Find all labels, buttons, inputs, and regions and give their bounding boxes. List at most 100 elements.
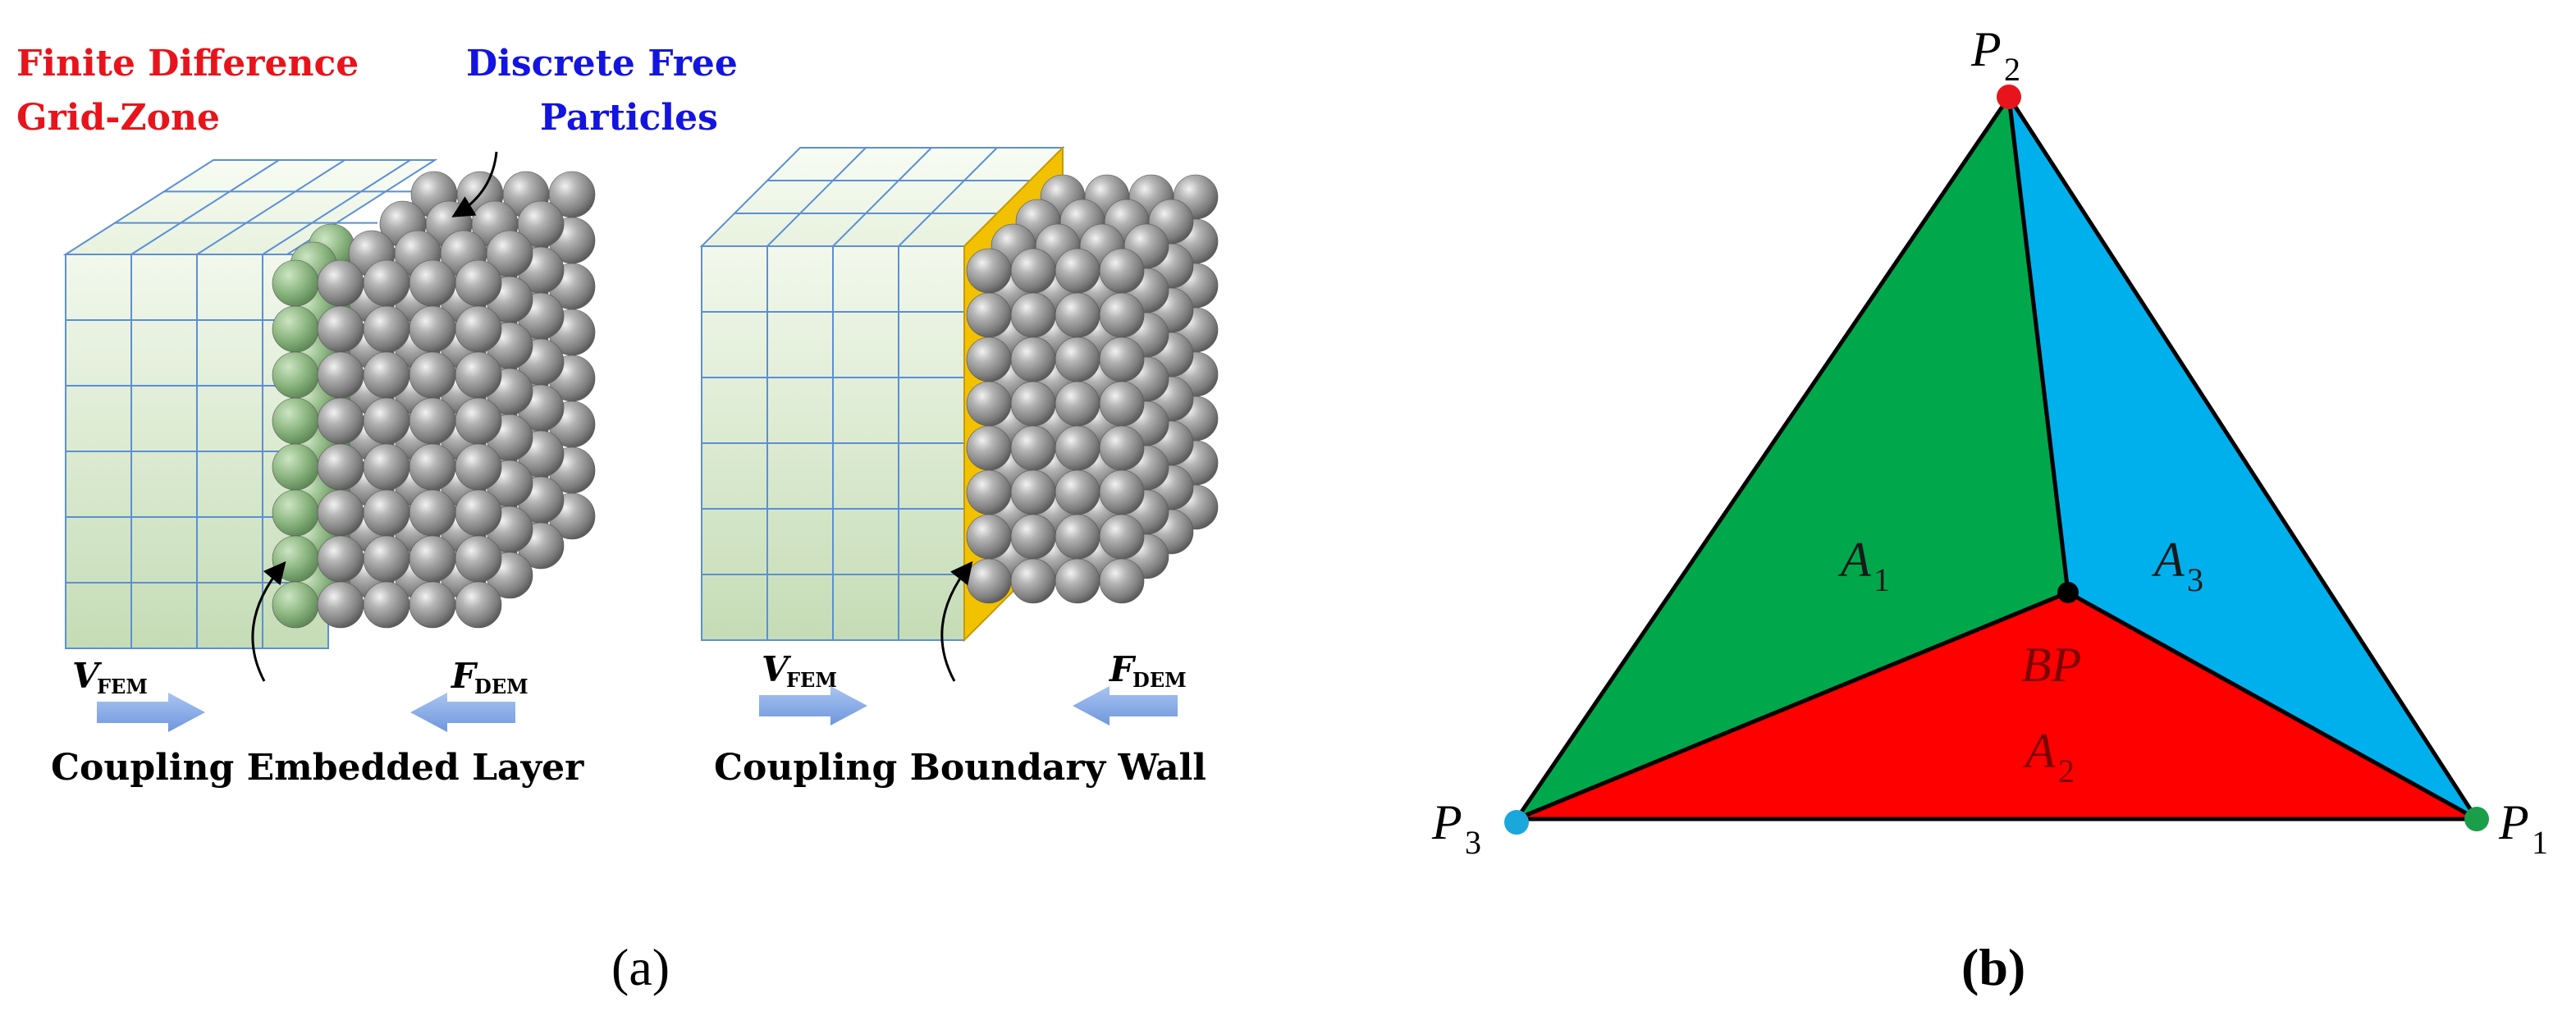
a2-sub: 2: [2058, 753, 2075, 789]
particle: [1055, 558, 1100, 604]
panel-label-a: (a): [611, 938, 670, 996]
a1-sub: 1: [1874, 561, 1890, 598]
particle: [1055, 336, 1100, 382]
p2-sub: 2: [2004, 51, 2020, 88]
particle: [455, 535, 502, 583]
particle: [1055, 425, 1100, 471]
particle: [317, 305, 364, 353]
p1-sub: 1: [2532, 824, 2548, 861]
panel-a: Finite Difference Grid-Zone Discrete Fre…: [16, 43, 1219, 996]
region-a2: [1514, 590, 2479, 821]
particle: [317, 535, 364, 583]
right-particle-assembly: [966, 174, 1219, 604]
particle: [409, 259, 456, 307]
caption-coupling-boundary-wall: Coupling Boundary Wall: [714, 747, 1206, 789]
left-particle-assembly: [317, 171, 596, 629]
grid-line: [898, 147, 998, 247]
point-bp-marker: [2057, 582, 2079, 603]
particle: [966, 248, 1012, 294]
left-coupling-block: [62, 159, 596, 649]
particle: [966, 425, 1012, 471]
v-fem-left-arrow: [97, 693, 205, 732]
particle: [1055, 469, 1100, 515]
v-fem-right: V FEM: [759, 649, 867, 725]
particle: [1010, 248, 1056, 294]
right-coupling-block: [699, 145, 1219, 643]
a2-letter: A: [2022, 724, 2056, 778]
particle: [363, 443, 410, 491]
grid-line: [130, 159, 280, 255]
particle: [455, 397, 502, 445]
particle: [1055, 248, 1100, 294]
f-dem-left-sub: DEM: [474, 675, 528, 698]
p2-letter: P: [1970, 22, 2002, 76]
particle: [272, 581, 319, 629]
particle: [966, 514, 1012, 560]
grid-line: [766, 147, 867, 247]
label-a1: A 1: [1837, 533, 1890, 598]
particle: [966, 469, 1012, 515]
particle: [966, 381, 1012, 427]
particle: [455, 443, 502, 491]
particle: [317, 489, 364, 537]
particle: [966, 292, 1012, 338]
v-fem-left: V FEM: [72, 656, 205, 732]
label-p3: P 3: [1431, 795, 1481, 861]
f-dem-right-sub: DEM: [1132, 668, 1187, 692]
particle: [409, 581, 456, 629]
v-fem-right-arrow: [759, 686, 867, 725]
f-dem-right-letter: F: [1109, 649, 1137, 689]
label-p2: P 2: [1970, 22, 2020, 88]
particle: [409, 443, 456, 491]
label-a3: A 3: [2151, 533, 2203, 598]
f-dem-right: F DEM: [1073, 649, 1187, 725]
particle: [1099, 558, 1145, 604]
point-p1-marker: [2464, 807, 2489, 831]
label-p1: P 1: [2498, 795, 2548, 861]
v-fem-left-sub: FEM: [97, 675, 148, 698]
particle: [455, 305, 502, 353]
particle: [272, 443, 319, 491]
particle: [1099, 248, 1145, 294]
particle: [1010, 558, 1056, 604]
f-dem-left-arrow: [410, 693, 515, 732]
particle: [363, 581, 410, 629]
particle: [363, 489, 410, 537]
particle: [272, 259, 319, 307]
panel-label-b: (b): [1961, 938, 2025, 996]
particle: [363, 397, 410, 445]
particle: [363, 351, 410, 399]
v-fem-left-letter: V: [72, 656, 103, 696]
pointer-to-embedded-layer: [251, 561, 286, 682]
particle: [1055, 381, 1100, 427]
grid-line: [832, 147, 932, 247]
particle: [363, 259, 410, 307]
point-p3-marker: [1504, 810, 1529, 835]
particle: [272, 535, 319, 583]
particle: [1099, 381, 1145, 427]
particle: [966, 558, 1012, 604]
dem-label-line1: Discrete Free: [466, 43, 738, 85]
particle: [409, 305, 456, 353]
particle: [317, 581, 364, 629]
particle: [1099, 292, 1145, 338]
particle: [1010, 336, 1056, 382]
particle: [317, 397, 364, 445]
p1-letter: P: [2498, 795, 2529, 849]
f-dem-right-arrow: [1073, 686, 1178, 725]
particle: [409, 397, 456, 445]
particle: [1099, 336, 1145, 382]
label-a2: A 2: [2022, 724, 2075, 789]
particle: [317, 351, 364, 399]
a3-sub: 3: [2187, 561, 2203, 598]
particle: [455, 259, 502, 307]
particle: [409, 489, 456, 537]
fdm-label-line2: Grid-Zone: [16, 97, 220, 139]
particle: [455, 351, 502, 399]
particle: [272, 397, 319, 445]
particle: [317, 443, 364, 491]
particle: [272, 305, 319, 353]
pointer-to-particles: [451, 151, 498, 217]
particle: [1010, 292, 1056, 338]
